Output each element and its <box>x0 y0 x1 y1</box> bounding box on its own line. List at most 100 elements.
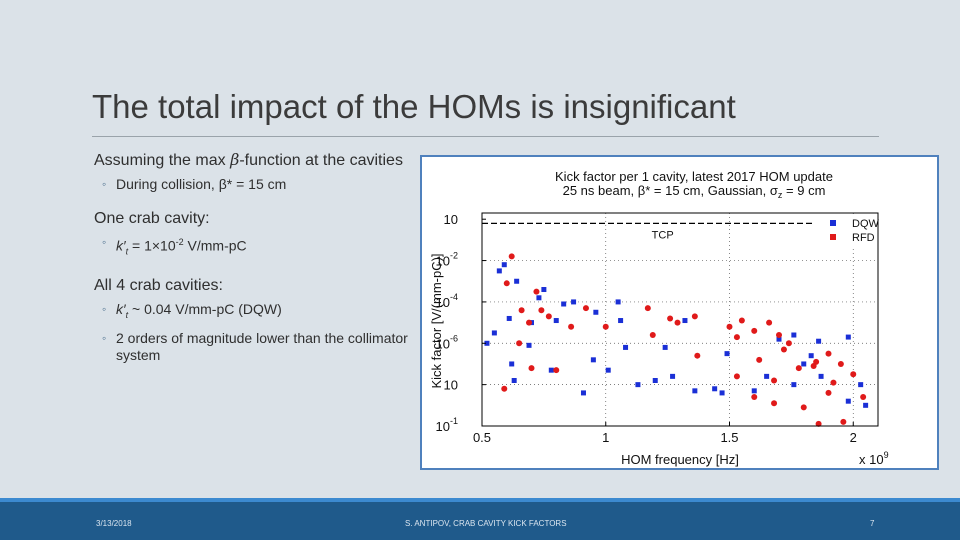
dqw-point <box>808 353 814 359</box>
rfd-point <box>508 253 515 260</box>
dqw-point <box>496 268 502 274</box>
rfd-point <box>644 305 651 312</box>
rfd-point <box>738 317 745 324</box>
bullet-list: Assuming the max β-function at the cavit… <box>94 150 424 370</box>
dqw-point <box>615 299 621 305</box>
dqw-point <box>541 287 547 293</box>
rfd-point <box>837 360 844 367</box>
bullet-all-cavities-kick: k′t ~ 0.04 V/mm-pC (DQW) <box>102 301 424 324</box>
dqw-point <box>501 262 507 268</box>
dqw-point <box>590 357 596 363</box>
rfd-point <box>582 305 589 312</box>
points-layer <box>484 253 869 427</box>
rfd-point <box>771 377 778 384</box>
chart-title-line1: Kick factor per 1 cavity, latest 2017 HO… <box>555 169 833 184</box>
legend-label-rfd: RFD <box>852 232 875 244</box>
dqw-point <box>506 315 512 321</box>
dqw-point <box>491 330 497 336</box>
rfd-point <box>825 389 832 396</box>
bullet-collision-beta: During collision, β* = 15 cm <box>102 176 424 193</box>
dqw-point <box>801 361 807 367</box>
y-tick-label: 10 <box>444 212 458 227</box>
dqw-point <box>845 398 851 404</box>
rfd-point <box>771 400 778 407</box>
dqw-point <box>571 299 577 305</box>
y-tick-label: 10-2 <box>436 251 458 269</box>
rfd-point <box>726 323 733 330</box>
rfd-point <box>538 307 545 314</box>
chart-title-line2: 25 ns beam, β* = 15 cm, Gaussian, σz = 9… <box>563 183 826 200</box>
dqw-point <box>548 367 554 373</box>
y-tick-label: 10-6 <box>436 333 458 351</box>
dqw-point <box>764 373 770 379</box>
rfd-point <box>516 340 523 347</box>
rfd-point <box>674 319 681 326</box>
dqw-point <box>484 340 490 346</box>
dqw-point <box>561 301 567 307</box>
tcp-label: TCP <box>652 229 674 241</box>
ticks-layer: 0.5 1 1.5 2 10 10-2 10-4 10-6 10 10-1 <box>436 212 857 445</box>
rfd-point <box>526 319 533 326</box>
kick-factor-chart: Kick factor per 1 cavity, latest 2017 HO… <box>420 155 939 470</box>
page-number: 7 <box>870 519 875 528</box>
chart-svg: Kick factor per 1 cavity, latest 2017 HO… <box>429 169 889 467</box>
dqw-point <box>692 388 698 394</box>
rfd-point <box>785 340 792 347</box>
footer-author: S. ANTIPOV, CRAB CAVITY KICK FACTORS <box>405 519 567 528</box>
rfd-point <box>533 288 540 295</box>
dqw-point <box>791 332 797 338</box>
dqw-point <box>858 382 864 388</box>
dqw-point <box>580 390 586 396</box>
beta-symbol: β <box>230 150 240 169</box>
bullet-one-cavity-kick: k′t = 1×10-2 V/mm-pC <box>102 234 424 260</box>
x-tick-label: 0.5 <box>473 430 491 445</box>
dqw-point <box>605 367 611 373</box>
x-multiplier: x 109 <box>859 450 889 467</box>
rfd-point <box>860 394 867 401</box>
rfd-point <box>795 365 802 372</box>
x-tick-label: 1.5 <box>720 430 738 445</box>
dqw-point <box>791 382 797 388</box>
rfd-point <box>756 356 763 363</box>
dqw-point <box>662 344 668 350</box>
dqw-point <box>553 318 559 324</box>
rfd-point <box>830 379 837 386</box>
dqw-point <box>719 390 725 396</box>
rfd-point <box>751 394 758 401</box>
rfd-point <box>553 367 560 374</box>
dqw-point <box>751 388 757 394</box>
rfd-point <box>850 371 857 378</box>
rfd-point <box>518 307 525 314</box>
footer-bar <box>0 498 960 540</box>
rfd-point <box>800 404 807 411</box>
bullet-magnitude-lower: 2 orders of magnitude lower than the col… <box>102 330 424 364</box>
dqw-point <box>816 338 822 344</box>
dqw-point <box>618 318 624 324</box>
rfd-point <box>501 385 508 392</box>
legend-marker-dqw <box>830 220 836 226</box>
rfd-point <box>840 418 847 425</box>
rfd-point <box>733 334 740 341</box>
title-divider <box>92 136 879 137</box>
dqw-point <box>652 378 658 384</box>
rfd-point <box>766 319 773 326</box>
rfd-point <box>649 332 656 339</box>
dqw-point <box>818 373 824 379</box>
rfd-point <box>780 346 787 353</box>
rfd-point <box>825 350 832 357</box>
rfd-point <box>528 365 535 372</box>
dqw-point <box>514 278 520 284</box>
dqw-point <box>712 386 718 392</box>
plot-area-border <box>481 212 879 427</box>
bullet-one-cavity: One crab cavity: <box>94 210 210 227</box>
y-tick-label: 10 <box>444 378 458 393</box>
rfd-point <box>733 373 740 380</box>
y-tick-label: 10-1 <box>436 416 458 434</box>
dqw-point <box>593 309 599 315</box>
legend-label-dqw: DQW <box>852 218 880 230</box>
dqw-point <box>682 318 688 324</box>
bullet-beta-assumption: Assuming the max β-function at the cavit… <box>94 150 403 169</box>
rfd-point <box>691 313 698 320</box>
footer-date: 3/13/2018 <box>96 519 132 528</box>
rfd-point <box>776 332 782 339</box>
